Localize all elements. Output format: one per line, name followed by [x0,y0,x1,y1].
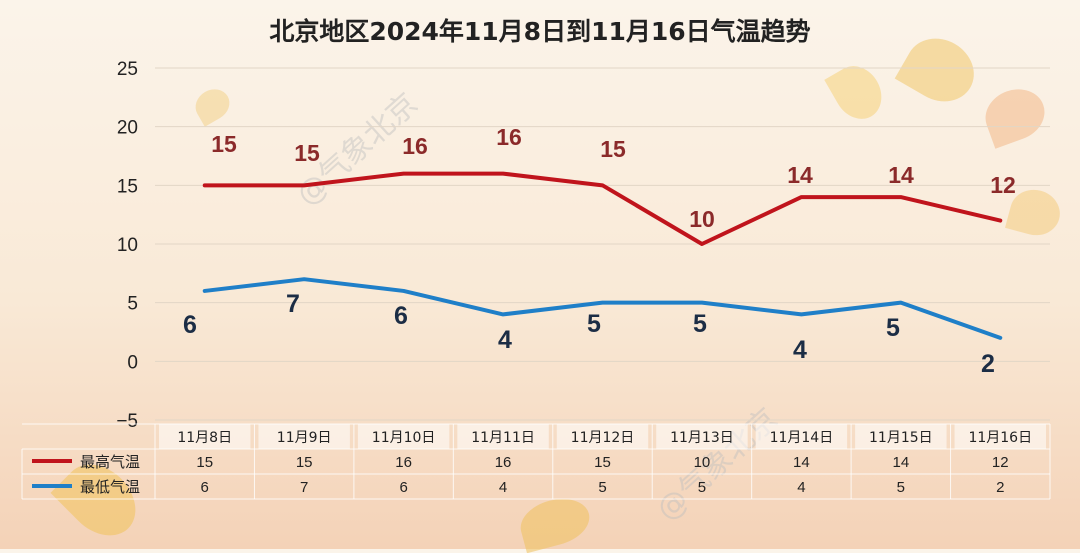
x-category-label: 11月10日 [372,430,436,446]
y-tick-label: 0 [127,352,138,373]
data-label-high: 14 [787,162,813,188]
data-label-low: 4 [793,336,807,364]
series-line-low [205,279,1001,338]
y-tick-label: 10 [117,235,138,256]
x-category-label: 11月11日 [471,430,535,446]
data-label-high: 15 [211,131,237,157]
data-label-high: 15 [600,136,626,162]
y-tick-label: −5 [116,411,138,432]
x-category-label: 11月14日 [770,430,834,446]
legend-label-high: 最高气温 [80,453,140,471]
x-category-label: 11月15日 [869,430,933,446]
data-label-high: 12 [990,172,1016,198]
legend-label-low: 最低气温 [80,478,140,496]
table-cell: 4 [797,479,805,496]
table-cell: 10 [694,454,711,471]
y-tick-label: 15 [117,176,138,197]
table-cell: 16 [395,454,412,471]
data-label-low: 5 [693,310,707,338]
y-tick-label: 20 [117,118,138,139]
table-cell: 2 [996,479,1004,496]
data-label-low: 6 [183,311,197,339]
table-cell: 15 [594,454,611,471]
data-label-high: 16 [496,124,522,150]
data-label-high: 10 [689,206,715,232]
data-label-high: 16 [402,133,428,159]
table-cell: 6 [201,479,209,496]
data-label-low: 6 [394,302,408,330]
y-tick-label: 5 [127,294,138,315]
x-category-label: 11月9日 [277,430,332,446]
table-cell: 14 [892,454,909,471]
x-category-label: 11月13日 [670,430,734,446]
y-tick-label: 25 [117,59,138,80]
table-cell: 16 [495,454,512,471]
table-cell: 15 [196,454,213,471]
table-cell: 12 [992,454,1009,471]
table-cell: 4 [499,479,507,496]
table-cell: 14 [793,454,810,471]
table-cell: 5 [698,479,706,496]
data-label-low: 5 [587,310,601,338]
series-line-high [205,174,1001,244]
x-category-label: 11月16日 [968,430,1032,446]
data-label-low: 5 [886,314,900,342]
data-label-high: 14 [888,162,914,188]
table-cell: 15 [296,454,313,471]
data-label-low: 4 [498,326,512,354]
table-cell: 6 [399,479,407,496]
table-cell: 5 [598,479,606,496]
table-cell: 7 [300,479,308,496]
x-category-label: 11月8日 [177,430,232,446]
data-label-low: 7 [286,290,300,318]
data-label-low: 2 [981,350,995,378]
table-cell: 5 [897,479,905,496]
x-category-label: 11月12日 [571,430,635,446]
data-label-high: 15 [294,140,320,166]
